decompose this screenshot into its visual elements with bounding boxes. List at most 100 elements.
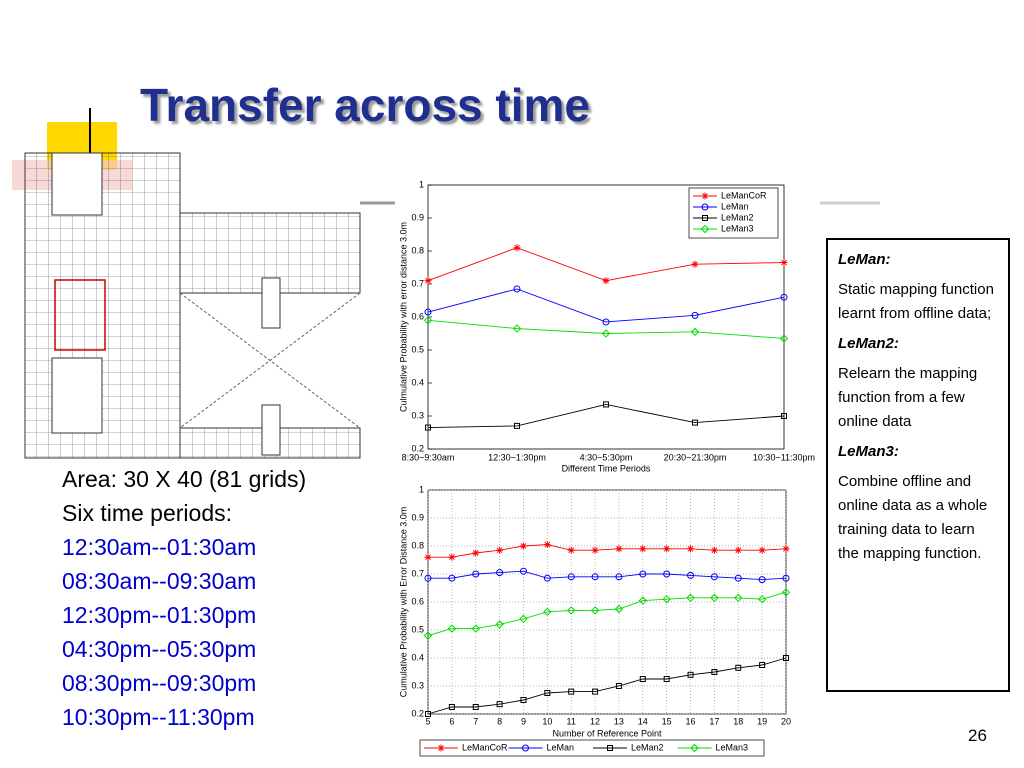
legend-marker — [437, 744, 445, 752]
x-tick-label: 12:30~1:30pm — [488, 452, 546, 462]
data-point — [663, 545, 671, 553]
legend-marker — [522, 744, 529, 752]
data-point — [662, 594, 671, 604]
data-point — [447, 624, 457, 633]
data-point — [567, 546, 575, 554]
floor-plan — [24, 152, 361, 459]
y-tick-label: 0.9 — [411, 512, 424, 522]
data-point — [781, 413, 787, 419]
data-point — [496, 546, 504, 554]
y-tick-label: 0.5 — [411, 624, 424, 634]
data-point — [472, 549, 480, 557]
y-tick-label: 0.4 — [411, 652, 424, 662]
data-point — [602, 318, 610, 326]
legend-label: LeMan2 — [721, 212, 754, 222]
data-point — [568, 688, 575, 695]
y-tick-label: 0.7 — [411, 568, 424, 578]
data-point — [759, 662, 766, 668]
y-tick-label: 0.8 — [411, 245, 424, 255]
legend-box — [419, 739, 765, 757]
y-tick-label: 1 — [419, 484, 424, 494]
x-axis-label: Different Time Periods — [562, 463, 651, 473]
data-point — [512, 324, 522, 333]
series-line — [428, 544, 787, 558]
data-point — [780, 259, 788, 267]
data-point — [425, 424, 431, 431]
x-tick-label: 20 — [781, 716, 791, 726]
data-point — [543, 607, 552, 617]
data-point — [639, 570, 647, 578]
data-point — [514, 422, 520, 429]
note-term: LeMan2: — [838, 335, 899, 352]
data-point — [424, 574, 432, 582]
data-point — [496, 701, 503, 708]
data-point — [780, 293, 788, 301]
data-point — [513, 285, 521, 293]
data-point — [472, 704, 479, 710]
y-tick-label: 0.2 — [411, 708, 424, 718]
x-tick-label: 5 — [425, 716, 430, 726]
data-point — [663, 676, 670, 682]
data-point — [758, 576, 766, 584]
data-point — [592, 688, 599, 695]
series-line — [427, 591, 787, 637]
period: 10:30pm--11:30pm — [62, 704, 255, 730]
data-point — [710, 546, 718, 554]
y-tick-label: 0.5 — [411, 344, 424, 354]
legend-label: LeManCoR — [721, 190, 767, 200]
data-point — [519, 542, 527, 550]
data-point — [692, 419, 698, 426]
x-tick-label: 4:30~5:30pm — [580, 452, 633, 462]
x-tick-label: 12 — [590, 716, 600, 726]
period: 04:30pm--05:30pm — [62, 636, 257, 662]
data-point — [543, 541, 551, 549]
legend-label: LeMan3 — [721, 223, 754, 233]
x-tick-label: 19 — [757, 716, 767, 726]
x-axis-label: Number of Reference Point — [552, 728, 662, 738]
note-term: LeMan: — [838, 251, 891, 268]
y-axis-label: Cumulative Probability with Error Distan… — [398, 507, 408, 698]
page-number: 26 — [968, 726, 987, 745]
data-point — [425, 711, 431, 717]
data-point — [639, 676, 646, 682]
data-point — [520, 697, 527, 703]
data-point — [615, 545, 623, 553]
data-point — [601, 329, 611, 338]
data-point — [615, 683, 622, 689]
data-point — [691, 260, 699, 268]
legend-marker — [690, 743, 699, 753]
data-point — [566, 606, 576, 615]
data-point — [424, 308, 432, 316]
y-tick-label: 0.6 — [411, 311, 424, 321]
data-point — [734, 593, 743, 603]
data-point — [691, 311, 699, 319]
notes-box: LeMan: Static mapping function learnt fro… — [826, 238, 1010, 692]
data-point — [513, 244, 521, 252]
facts: Area: 30 X 40 (81 grids) Six time periods… — [62, 462, 306, 734]
data-point — [448, 574, 456, 582]
x-tick-label: 7 — [473, 716, 478, 726]
data-point — [710, 573, 718, 581]
data-point — [590, 606, 600, 615]
series-line — [427, 657, 787, 715]
x-tick-label: 8:30~9:30am — [402, 452, 455, 462]
legend-label: LeMan3 — [716, 742, 749, 752]
data-point — [424, 553, 432, 561]
data-point — [783, 655, 789, 661]
data-point — [423, 631, 433, 640]
data-point — [591, 546, 599, 554]
data-point — [711, 669, 718, 675]
legend-label: LeMan2 — [631, 742, 664, 752]
data-point — [471, 624, 480, 633]
x-tick-label: 18 — [733, 716, 743, 726]
data-point — [544, 690, 551, 696]
note-text: Relearn the mapping function from a few … — [838, 365, 978, 430]
y-tick-label: 0.8 — [411, 540, 424, 550]
x-tick-label: 20:30~21:30pm — [664, 452, 727, 462]
data-point — [687, 545, 695, 553]
y-tick-label: 1 — [419, 179, 424, 189]
y-tick-label: 0.2 — [411, 443, 424, 453]
plot-frame — [427, 489, 787, 715]
legend-label: LeMan — [721, 201, 749, 211]
legend-label: LeManCoR — [462, 742, 508, 752]
